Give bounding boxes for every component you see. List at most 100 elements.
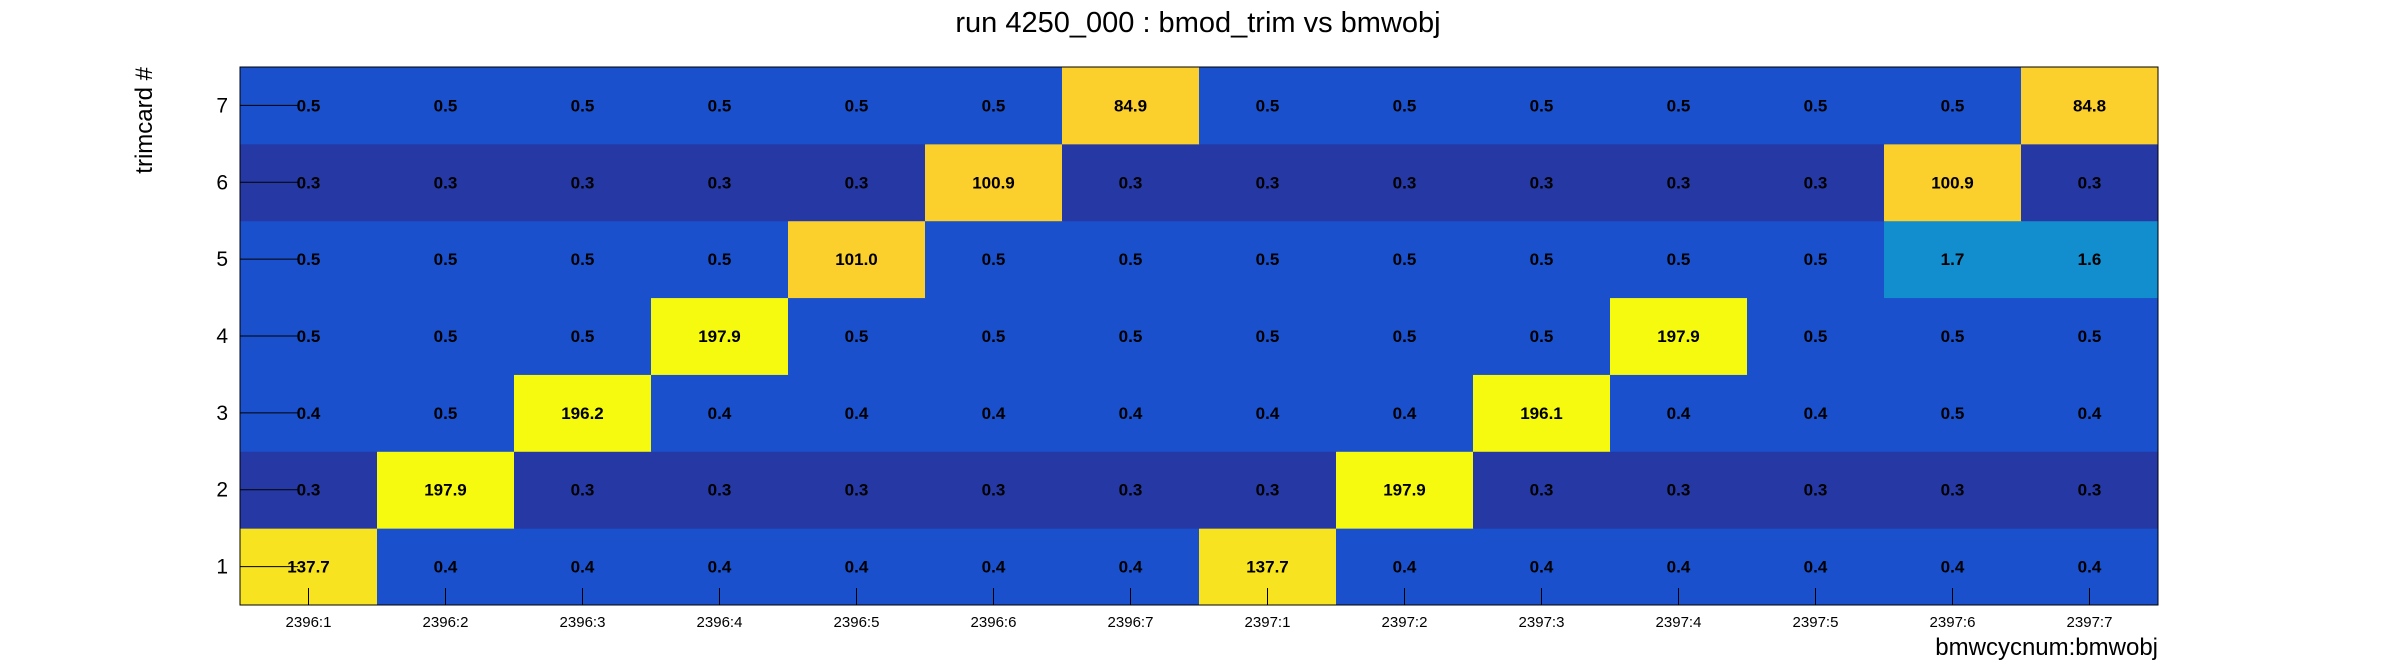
cell-value-label: 0.5 [434, 250, 458, 269]
cell-value-label: 0.4 [297, 404, 321, 423]
cell-value-label: 0.5 [1941, 404, 1965, 423]
cell-value-label: 0.4 [982, 404, 1006, 423]
cell-value-label: 0.4 [1393, 558, 1417, 577]
cell-value-label: 0.5 [1804, 327, 1828, 346]
cell-value-label: 0.3 [1393, 173, 1417, 192]
cell-value-label: 0.5 [1804, 96, 1828, 115]
cell-value-label: 0.5 [1393, 327, 1417, 346]
y-tick-label: 7 [216, 94, 228, 117]
cell-value-label: 0.3 [297, 481, 321, 500]
cell-value-label: 196.2 [561, 404, 604, 423]
cell-value-label: 0.5 [2078, 327, 2102, 346]
heatmap-cell [1473, 374, 1611, 452]
heatmap-cell [1199, 143, 1337, 222]
cell-value-label: 0.3 [1119, 173, 1143, 192]
cell-value-label: 0.5 [1941, 327, 1965, 346]
cell-value-label: 0.3 [434, 173, 458, 192]
cell-value-label: 0.5 [434, 404, 458, 423]
cell-value-label: 0.3 [1804, 481, 1828, 500]
cell-value-label: 197.9 [1383, 481, 1426, 500]
cell-value-label: 0.3 [1256, 173, 1280, 192]
heatmap-cell [1884, 451, 2022, 529]
cell-value-label: 0.5 [1804, 250, 1828, 269]
cell-value-label: 0.4 [571, 558, 595, 577]
heatmap-cell [1473, 220, 1611, 299]
heatmap-cell [2021, 374, 2159, 452]
heatmap-cell [1062, 67, 1200, 145]
cell-value-label: 0.5 [297, 96, 321, 115]
cell-value-label: 0.4 [982, 558, 1006, 577]
y-tick-label: 2 [216, 479, 228, 502]
heatmap-cell [1473, 297, 1611, 375]
cell-value-label: 0.3 [571, 173, 595, 192]
y-tick-label: 4 [216, 325, 228, 348]
heatmap-cell [925, 143, 1063, 222]
heatmap-cell [2021, 67, 2159, 145]
heatmap-cell [1199, 297, 1337, 375]
cell-value-label: 0.4 [1256, 404, 1280, 423]
heatmap-cell [1747, 374, 1885, 452]
cell-value-label: 0.3 [1256, 481, 1280, 500]
heatmap-cell [377, 143, 515, 222]
heatmap-cell [1884, 374, 2022, 452]
heatmap-cell [651, 220, 789, 299]
heatmap-cell [925, 67, 1063, 145]
cell-value-label: 0.5 [297, 327, 321, 346]
cell-value-label: 197.9 [1657, 327, 1700, 346]
heatmap-cell [925, 374, 1063, 452]
cell-value-label: 0.5 [1393, 96, 1417, 115]
cell-value-label: 0.4 [2078, 404, 2102, 423]
cell-value-label: 0.4 [1119, 558, 1143, 577]
heatmap-cell [1610, 451, 1748, 529]
heatmap-cell [651, 67, 789, 145]
heatmap-cell [377, 297, 515, 375]
heatmap-cell [1336, 297, 1474, 375]
heatmap-cell [377, 451, 515, 529]
heatmap-cell [1747, 297, 1885, 375]
heatmap-cell [377, 374, 515, 452]
cell-value-label: 197.9 [698, 327, 741, 346]
cell-value-label: 0.3 [1667, 481, 1691, 500]
y-tick-label: 1 [216, 556, 228, 579]
plot-frame [239, 66, 2159, 606]
cell-value-label: 84.8 [2073, 96, 2106, 115]
cell-value-label: 0.4 [708, 404, 732, 423]
chart-title: run 4250_000 : bmod_trim vs bmwobj [955, 7, 1440, 39]
cell-value-label: 1.6 [2078, 250, 2102, 269]
heatmap-cell [1336, 374, 1474, 452]
heatmap-cell [1747, 143, 1885, 222]
heatmap-cell [1884, 143, 2022, 222]
cell-value-label: 0.5 [1530, 250, 1554, 269]
cell-value-label: 0.3 [1530, 173, 1554, 192]
heatmap-cell [1473, 67, 1611, 145]
cell-value-label: 0.5 [982, 250, 1006, 269]
heatmap-cell [1336, 143, 1474, 222]
cell-value-label: 0.3 [1804, 173, 1828, 192]
cell-value-label: 0.4 [845, 404, 869, 423]
cell-value-label: 0.5 [1530, 96, 1554, 115]
cell-value-label: 0.5 [1667, 96, 1691, 115]
heatmap-cell [1062, 297, 1200, 375]
heatmap-cell [788, 374, 926, 452]
y-tick-label: 6 [216, 171, 228, 194]
heatmap-cell [1610, 143, 1748, 222]
cell-value-label: 0.5 [1119, 327, 1143, 346]
x-tick-label: 2397:7 [2067, 614, 2113, 631]
heatmap-cell [514, 220, 652, 299]
cell-value-label: 0.5 [297, 250, 321, 269]
cell-value-label: 0.4 [1530, 558, 1554, 577]
heatmap-cell [925, 220, 1063, 299]
heatmap-cell [1336, 451, 1474, 529]
x-tick-label: 2397:2 [1382, 614, 1428, 631]
heatmap-cell [788, 220, 926, 299]
cell-value-label: 0.4 [845, 558, 869, 577]
heatmap-cell [2021, 297, 2159, 375]
heatmap-cell [1062, 451, 1200, 529]
heatmap-cell [1747, 220, 1885, 299]
cell-value-label: 0.3 [1119, 481, 1143, 500]
cell-value-label: 0.3 [708, 481, 732, 500]
heatmap-cell [1747, 451, 1885, 529]
heatmap-cell [2021, 451, 2159, 529]
cell-value-label: 0.4 [1804, 404, 1828, 423]
